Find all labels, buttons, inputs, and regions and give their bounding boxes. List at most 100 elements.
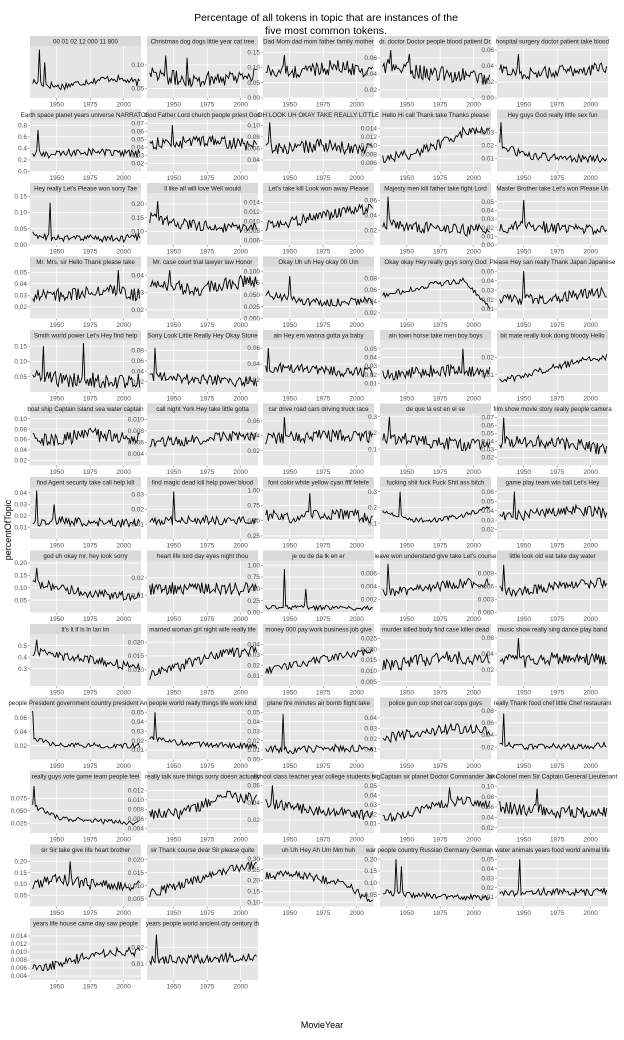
x-tick-label: 1950 [167, 837, 182, 844]
y-tick-label: 0.04 [364, 715, 377, 722]
facet-panel: Majesty men kill father take fight Lord1… [364, 183, 491, 256]
facet-strip-label: ain Hey em wanna gotta ya baby [273, 333, 364, 340]
y-tick-label: 0.6 [18, 134, 27, 141]
facet-strip-label: hospital surgery doctor patient take blo… [496, 39, 610, 46]
x-tick-label: 1975 [200, 249, 215, 256]
y-tick-label: 0.02 [131, 506, 144, 513]
y-tick-label: 0.10 [14, 585, 27, 592]
panel-background [147, 46, 258, 98]
facet-strip-label: leave won understand give take Let's cou… [375, 553, 497, 560]
y-tick-label: 0.008 [128, 428, 145, 435]
x-tick-label: 1975 [550, 910, 565, 917]
x-tick-label: 1950 [400, 396, 415, 403]
x-tick-label: 2000 [349, 910, 364, 917]
y-tick-label: 0.015 [128, 870, 145, 877]
y-tick-label: 1.00 [247, 487, 260, 494]
y-tick-label: 0.02 [131, 738, 144, 745]
chart-title-line-1: Percentage of all tokens in topic that a… [194, 12, 458, 24]
x-tick-label: 1950 [50, 175, 65, 182]
y-tick-label: 0.10 [131, 62, 144, 69]
facet-panel: boat ship Captain island sea water capta… [14, 404, 144, 477]
y-tick-label: 0.04 [364, 355, 377, 362]
x-tick-label: 1950 [517, 175, 532, 182]
x-tick-label: 1950 [517, 690, 532, 697]
x-tick-label: 1975 [433, 616, 448, 623]
y-tick-label: 0.010 [128, 416, 145, 423]
facet-panel: leave won understand give take Let's cou… [361, 551, 497, 624]
y-tick-label: 0.75 [247, 503, 260, 510]
y-tick-label: 0.06 [131, 358, 144, 365]
y-tick-label: 0.02 [481, 667, 494, 674]
y-tick-label: 0.07 [131, 121, 144, 128]
x-tick-label: 2000 [116, 837, 131, 844]
y-tick-label: 0.014 [361, 125, 378, 132]
x-tick-label: 1950 [400, 910, 415, 917]
y-tick-label: 0.03 [481, 517, 494, 524]
x-tick-label: 1950 [167, 469, 182, 476]
y-tick-label: 0.25 [247, 598, 260, 605]
y-tick-label: 0.03 [481, 875, 494, 882]
y-tick-label: 0.01 [364, 746, 377, 753]
x-tick-label: 1950 [167, 102, 182, 109]
y-tick-label: 0.05 [481, 268, 494, 275]
facet-strip-label: money 000 pay work business job give [265, 627, 372, 634]
x-tick-label: 2000 [116, 469, 131, 476]
x-tick-label: 2000 [233, 763, 248, 770]
facet-strip-label: years life house came day saw people [33, 921, 138, 928]
x-tick-label: 1975 [550, 837, 565, 844]
y-tick-label: 0.02 [481, 455, 494, 462]
y-tick-label: 0.03 [131, 153, 144, 160]
x-tick-label: 2000 [349, 175, 364, 182]
y-tick-label: 0.02 [247, 817, 260, 824]
x-tick-label: 1950 [400, 543, 415, 550]
y-tick-label: 0.025 [11, 820, 28, 827]
x-tick-label: 2000 [349, 249, 364, 256]
y-tick-label: 0.04 [14, 490, 27, 497]
facet-strip-label: Mr. Mrs. sir Hello Thank please take [36, 259, 135, 266]
facet-strip-label: little look old eat take day water [509, 553, 595, 560]
y-tick-label: 0.10 [14, 416, 27, 423]
y-tick-label: 0.03 [247, 652, 260, 659]
y-tick-label: 0.02 [14, 743, 27, 750]
y-tick-label: 0.06 [481, 804, 494, 811]
x-tick-label: 1975 [550, 322, 565, 329]
y-tick-label: 0.10 [14, 881, 27, 888]
x-tick-label: 2000 [233, 175, 248, 182]
facet-strip-label: god uh okay mr. hey look sorry [43, 553, 128, 560]
panel-background [30, 781, 141, 833]
facet-strip-label: murder killed body find case killer dead [382, 627, 490, 634]
x-tick-label: 1975 [83, 543, 98, 550]
x-tick-label: 1975 [200, 322, 215, 329]
y-tick-label: 0.30 [247, 856, 260, 863]
x-tick-label: 2000 [466, 396, 481, 403]
x-tick-label: 2000 [349, 469, 364, 476]
y-tick-label: 0.01 [131, 961, 144, 968]
x-tick-label: 2000 [466, 469, 481, 476]
y-tick-label: 0.006 [361, 160, 378, 167]
y-tick-label: 0.01 [247, 747, 260, 754]
y-tick-label: 0.00 [481, 95, 494, 102]
facet-panel: ll like all will love Well would1950 1975… [131, 183, 258, 256]
facet-panel: Smith world power Let's Hey find help195… [14, 330, 141, 403]
x-tick-label: 1975 [200, 690, 215, 697]
x-tick-label: 1975 [83, 837, 98, 844]
x-tick-label: 1950 [50, 322, 65, 329]
facet-panel: find Agent security take call help kill1… [14, 477, 141, 550]
facet-strip-label: ll like all will love Well would [164, 186, 241, 193]
y-tick-label: 0.01 [247, 673, 260, 680]
y-tick-label: 0.06 [481, 720, 494, 727]
x-tick-label: 1950 [50, 837, 65, 844]
facet-panel: hospital surgery doctor patient take blo… [481, 36, 609, 109]
x-tick-label: 1950 [167, 690, 182, 697]
y-tick-label: 0.1 [368, 520, 377, 527]
x-tick-label: 1975 [316, 249, 331, 256]
x-tick-label: 1975 [83, 690, 98, 697]
x-tick-label: 2000 [116, 984, 131, 991]
facet-strip-label: game play team win ball Let's Hey [506, 480, 601, 487]
y-tick-label: 0.06 [364, 287, 377, 294]
facet-panel: music show really sing dance play band19… [481, 624, 608, 697]
y-tick-label: 0.20 [364, 856, 377, 863]
x-tick-label: 1975 [316, 837, 331, 844]
y-tick-label: 0.01 [481, 156, 494, 163]
x-tick-label: 1950 [50, 910, 65, 917]
